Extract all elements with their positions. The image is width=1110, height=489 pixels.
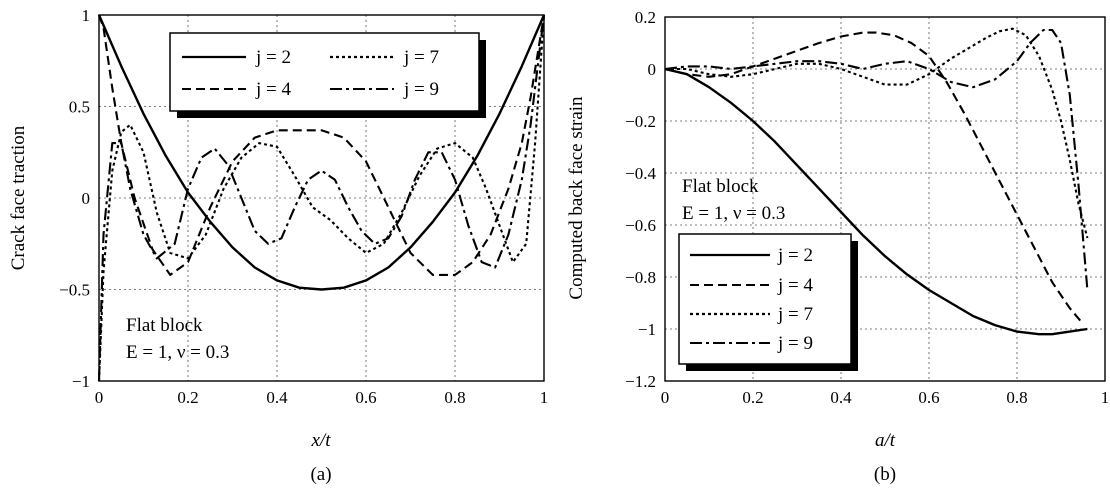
panel-label-a: (a) (310, 464, 331, 485)
x-tick-label: 0 (661, 388, 670, 407)
series-line-a-0 (97, 14, 546, 291)
x-axis-label-b: a/t (875, 430, 896, 451)
series-b (664, 27, 1089, 336)
panel-label-b: (b) (874, 464, 896, 485)
y-tick-label: −0.5 (59, 281, 90, 300)
plot-frame-b (664, 16, 1106, 382)
legend-label-b-j9: j = 9 (777, 333, 813, 354)
y-tick-label: 0 (82, 189, 91, 208)
chart-a: 0 0.2 0.4 0.6 0.8 1 −1 −0.5 0 0.5 1 x/t Crack face… (8, 6, 548, 485)
x-tick-label: 1 (540, 388, 549, 407)
y-tick-label: −1 (638, 320, 656, 339)
y-axis-label-b: Computed back face strain (566, 96, 587, 300)
y-tick-label: −1 (72, 372, 90, 391)
y-tick-label: 0 (648, 60, 657, 79)
series-line-b-0 (664, 67, 1088, 336)
x-tick-label: 1 (1101, 388, 1110, 407)
y-tick-label: 1 (82, 6, 91, 25)
y-tick-label: −0.4 (625, 164, 656, 183)
series-a (97, 14, 546, 382)
chart-b: 0 0.2 0.4 0.6 0.8 1 −1.2 −1 −0.8 −0.6 −0.4 −0.2 0 0.2… (566, 8, 1109, 485)
x-tick-label: 0.4 (830, 388, 852, 407)
legend-label-a-j2: j = 2 (255, 47, 291, 68)
x-tick-label: 0 (95, 388, 104, 407)
grid-b (665, 17, 1105, 381)
annotation-a-line1: Flat block (126, 315, 203, 336)
plot-frame-a (98, 14, 545, 382)
x-tick-label: 0.6 (355, 388, 376, 407)
legend-label-a-j7: j = 7 (403, 47, 439, 68)
tick-labels-a: 0 0.2 0.4 0.6 0.8 1 −1 −0.5 0 0.5 1 (59, 6, 548, 407)
x-tick-label: 0.6 (918, 388, 939, 407)
x-tick-label: 0.2 (742, 388, 763, 407)
y-tick-label: −1.2 (625, 372, 656, 391)
x-tick-label: 0.2 (177, 388, 198, 407)
legend-label-b-j7: j = 7 (777, 304, 813, 325)
legend-box-a (169, 32, 480, 112)
series-line-b-2 (665, 27, 1089, 239)
x-tick-label: 0.4 (266, 388, 288, 407)
y-tick-label: 0.5 (69, 98, 90, 117)
y-tick-label: −0.6 (625, 216, 656, 235)
series-line-a-3 (97, 14, 546, 382)
series-line-b-3 (664, 28, 1089, 291)
y-axis-label-a: Crack face traction (8, 125, 29, 270)
annotation-a-line2: E = 1, ν = 0.3 (126, 342, 229, 363)
x-axis-label-a: x/t (311, 430, 332, 451)
legend-box-b (678, 233, 852, 365)
legend-a: j = 2 j = 4 j = 7 j = 9 (169, 32, 486, 118)
legend-b: j = 2 j = 4 j = 7 j = 9 (678, 233, 858, 371)
x-tick-label: 0.8 (1006, 388, 1027, 407)
legend-label-a-j9: j = 9 (403, 79, 439, 100)
y-tick-label: 0.2 (635, 8, 656, 27)
y-tick-label: −0.2 (625, 112, 656, 131)
series-line-a-1 (98, 14, 546, 276)
legend-label-b-j4: j = 4 (777, 275, 813, 296)
y-tick-label: −0.8 (625, 268, 656, 287)
annotation-b-line1: Flat block (682, 176, 759, 197)
legend-label-b-j2: j = 2 (777, 245, 813, 266)
legend-label-a-j4: j = 4 (255, 79, 291, 100)
tick-labels-b: 0 0.2 0.4 0.6 0.8 1 −1.2 −1 −0.8 −0.6 −0.4 −0.2 0 0.2 (625, 8, 1109, 407)
annotation-b-line2: E = 1, ν = 0.3 (682, 203, 785, 224)
x-tick-label: 0.8 (444, 388, 465, 407)
